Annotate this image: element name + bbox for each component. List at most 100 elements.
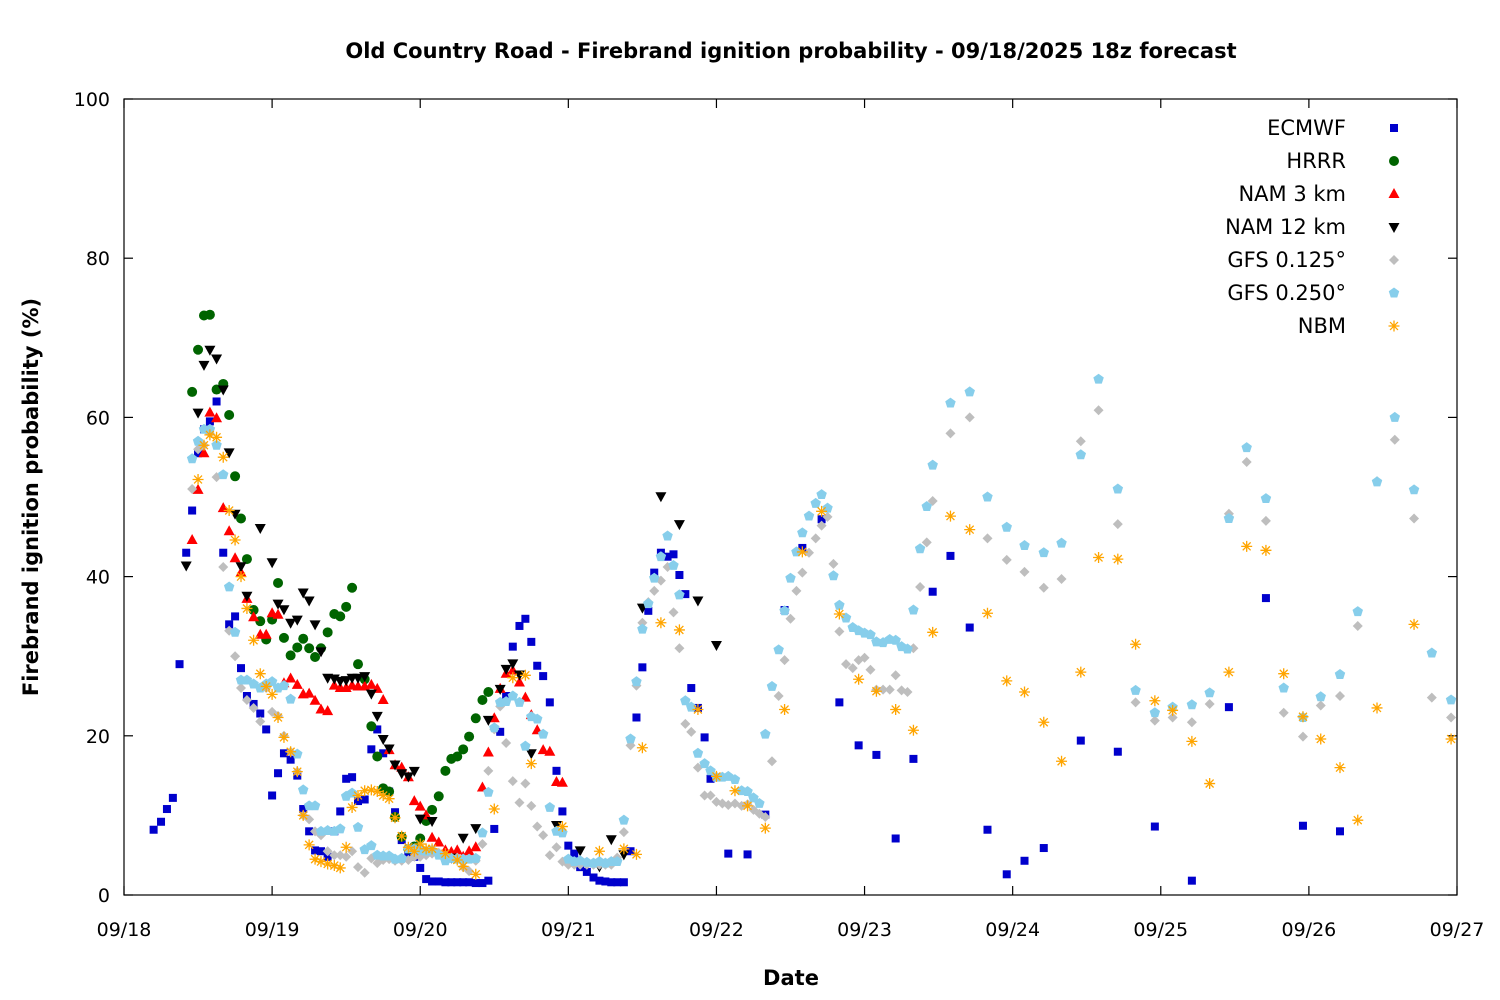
data-point <box>742 800 754 812</box>
data-point <box>663 552 672 561</box>
data-point <box>204 406 216 417</box>
data-point <box>248 611 260 622</box>
data-point <box>211 412 223 423</box>
data-point <box>211 431 223 443</box>
data-point <box>414 838 426 850</box>
data-point <box>692 747 704 758</box>
series-nbm <box>192 429 1457 880</box>
data-point <box>377 734 389 745</box>
data-point <box>186 533 198 544</box>
data-point <box>272 711 284 723</box>
data-point <box>223 505 235 517</box>
data-point <box>669 550 678 559</box>
data-point <box>266 688 278 700</box>
data-point <box>223 581 235 592</box>
data-point <box>1223 512 1235 523</box>
data-point <box>298 633 309 644</box>
data-point <box>186 453 198 464</box>
legend-label: NAM 12 km <box>1225 215 1346 239</box>
legend-label: NBM <box>1298 314 1346 338</box>
data-point <box>890 704 902 716</box>
data-point <box>1371 702 1383 714</box>
data-point <box>710 641 722 652</box>
data-point <box>538 830 549 841</box>
data-point <box>946 551 955 560</box>
data-point <box>520 778 531 789</box>
data-point <box>285 672 297 683</box>
data-point <box>514 797 525 808</box>
data-point <box>291 678 303 689</box>
data-point <box>655 551 667 562</box>
data-point <box>304 814 315 825</box>
x-axis: 09/18 09/19 09/20 09/21 09/22 09/23 09/24 09/25… <box>97 99 1485 941</box>
data-point <box>982 491 993 502</box>
data-point <box>291 766 303 778</box>
data-point <box>175 660 184 669</box>
data-point <box>902 687 913 698</box>
data-point <box>686 726 697 737</box>
data-point <box>316 847 325 856</box>
data-point <box>353 862 364 873</box>
data-point <box>204 309 215 320</box>
data-point <box>341 851 352 862</box>
data-point <box>766 680 778 691</box>
data-point <box>262 725 271 734</box>
data-point <box>241 602 253 614</box>
data-point <box>434 877 443 886</box>
data-point <box>544 850 555 861</box>
data-point <box>248 702 259 713</box>
data-point <box>389 812 401 824</box>
data-point <box>589 873 598 882</box>
data-point <box>225 620 234 629</box>
data-point <box>465 878 474 887</box>
data-point <box>420 843 432 855</box>
data-point <box>464 866 475 877</box>
legend-label: GFS 0.125° <box>1227 248 1346 272</box>
data-point <box>365 678 377 689</box>
data-point <box>779 655 790 666</box>
data-point <box>706 774 715 783</box>
data-point <box>1335 827 1344 836</box>
data-point <box>255 616 266 627</box>
data-point <box>748 792 759 803</box>
data-point <box>500 696 512 707</box>
data-point <box>605 835 617 846</box>
data-point <box>230 651 241 662</box>
data-point <box>1278 707 1289 718</box>
data-point <box>383 744 395 755</box>
data-point <box>1113 747 1122 756</box>
data-point <box>304 643 315 654</box>
data-point <box>198 439 210 451</box>
data-point <box>352 821 364 832</box>
data-point <box>1315 700 1326 711</box>
data-point <box>810 533 821 544</box>
data-point <box>453 878 462 887</box>
data-point <box>297 809 309 821</box>
data-point <box>426 816 438 827</box>
x-tick-label: 09/27 <box>1430 919 1485 941</box>
data-point <box>673 520 685 531</box>
data-point <box>507 690 519 701</box>
data-point <box>1446 712 1457 723</box>
data-point <box>834 599 845 610</box>
data-point <box>440 765 451 776</box>
data-point <box>212 397 221 406</box>
y-tick-label: 60 <box>86 407 110 429</box>
data-point <box>865 664 876 675</box>
data-point <box>729 785 741 797</box>
data-point <box>496 727 505 736</box>
data-point <box>618 827 629 838</box>
data-point <box>470 852 481 863</box>
data-point <box>383 793 395 805</box>
data-point <box>613 878 622 887</box>
data-point <box>519 691 531 702</box>
series-gfs-0-125 <box>187 405 1457 878</box>
data-point <box>292 642 303 653</box>
x-tick-label: 09/20 <box>393 919 448 941</box>
data-point <box>414 814 426 825</box>
legend-marker <box>1389 156 1399 166</box>
data-point <box>335 611 346 622</box>
data-point <box>305 827 314 836</box>
data-point <box>476 781 488 792</box>
data-point <box>1445 694 1457 705</box>
